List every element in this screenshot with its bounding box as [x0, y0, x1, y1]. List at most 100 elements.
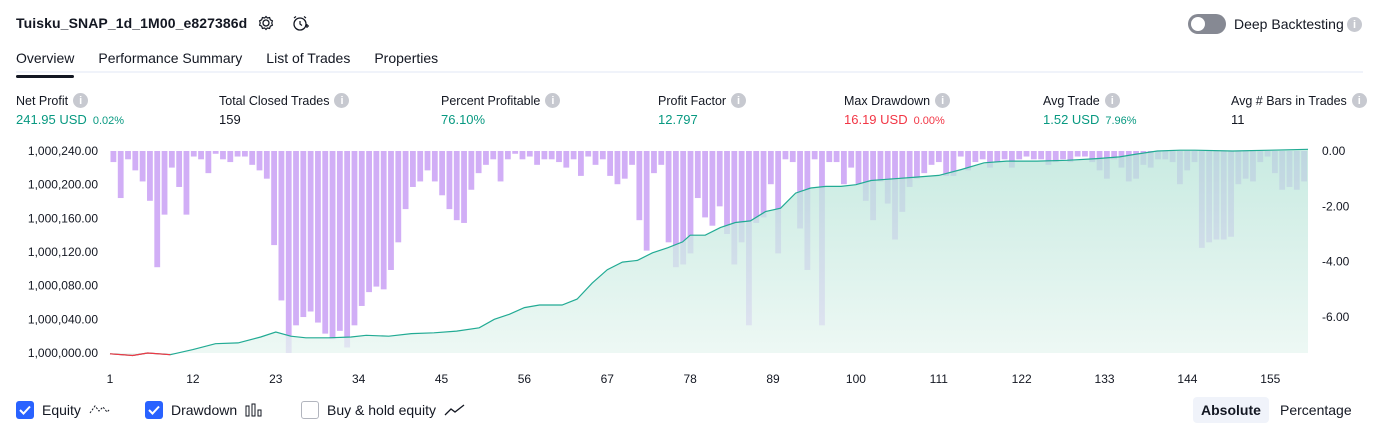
left-axis-label: 1,000,080.00 — [28, 279, 98, 293]
drawdown-bar — [541, 151, 548, 160]
drawdown-bar — [563, 151, 570, 168]
drawdown-bar — [1074, 151, 1081, 157]
add-alert-clock-icon[interactable] — [289, 12, 311, 34]
drawdown-bar — [797, 151, 803, 229]
drawdown-bar — [220, 151, 226, 160]
drawdown-bar — [497, 151, 504, 182]
drawdown-bar — [607, 151, 614, 176]
legend-buy-hold[interactable]: Buy & hold equity — [301, 401, 466, 419]
drawdown-bar — [410, 151, 416, 187]
drawdown-bars-icon — [245, 403, 262, 417]
drawdown-bar — [1023, 151, 1030, 157]
drawdown-bar — [461, 151, 467, 223]
tab-list-of-trades[interactable]: List of Trades — [266, 50, 351, 66]
avg-bars-value: 11 — [1231, 112, 1245, 127]
drawdown-bar — [775, 151, 782, 254]
deep-backtesting-toggle[interactable] — [1188, 14, 1226, 34]
stat-profit-factor: Profit Factor i 12.797 — [658, 93, 747, 127]
percent-profitable-value: 76.10% — [441, 112, 486, 127]
legend-drawdown[interactable]: Drawdown — [145, 401, 265, 419]
left-axis-label: 1,000,240.00 — [28, 144, 98, 158]
drawdown-legend-label: Drawdown — [171, 402, 238, 418]
buy-hold-checkbox[interactable] — [301, 401, 319, 419]
drawdown-bar — [1030, 151, 1037, 160]
buy-hold-legend-label: Buy & hold equity — [327, 402, 436, 418]
x-axis-label: 23 — [269, 372, 283, 386]
drawdown-bar — [439, 151, 446, 196]
strategy-title: Tuisku_SNAP_1d_1M00_e827386d — [16, 15, 248, 31]
drawdown-bar — [592, 151, 599, 165]
drawdown-bar — [811, 151, 818, 160]
avg-bars-help-icon[interactable]: i — [1351, 93, 1367, 108]
profit-factor-help-icon[interactable]: i — [731, 93, 747, 108]
drawdown-bar — [687, 151, 694, 254]
drawdown-bar — [198, 151, 204, 160]
tab-performance-summary[interactable]: Performance Summary — [98, 50, 243, 66]
drawdown-bar — [161, 151, 168, 215]
drawdown-bar — [855, 151, 862, 185]
drawdown-bar — [826, 151, 833, 163]
drawdown-bar — [585, 151, 592, 157]
max-drawdown-value: 16.19 USD — [844, 112, 908, 127]
drawdown-bar — [147, 151, 153, 201]
absolute-scale-button[interactable]: Absolute — [1193, 397, 1269, 423]
total-closed-trades-help-icon[interactable]: i — [334, 93, 350, 108]
drawdown-bar — [665, 151, 672, 243]
drawdown-bar — [643, 151, 650, 251]
drawdown-bar — [972, 151, 979, 163]
x-axis-label: 1 — [107, 372, 114, 386]
drawdown-bar — [388, 151, 394, 270]
drawdown-bar — [1016, 151, 1023, 160]
x-axis-label: 67 — [601, 372, 615, 386]
deep-backtesting-help-icon[interactable]: i — [1347, 17, 1362, 32]
drawdown-bar — [117, 151, 124, 199]
equity-checkbox[interactable] — [16, 401, 34, 419]
x-axis-label: 111 — [930, 372, 949, 386]
x-axis-label: 45 — [435, 372, 449, 386]
drawdown-bar — [1111, 151, 1118, 160]
drawdown-bar — [935, 151, 942, 163]
drawdown-bar — [957, 151, 964, 157]
drawdown-bar — [680, 151, 687, 265]
drawdown-bar — [965, 151, 971, 171]
drawdown-bar — [848, 151, 855, 168]
drawdown-bar — [183, 151, 190, 215]
percent-profitable-help-icon[interactable]: i — [545, 93, 561, 108]
drawdown-bar — [234, 151, 241, 157]
max-drawdown-help-icon[interactable]: i — [935, 93, 951, 108]
drawdown-checkbox[interactable] — [145, 401, 163, 419]
drawdown-bar — [366, 151, 372, 293]
drawdown-bar — [176, 151, 183, 187]
drawdown-bar — [402, 151, 409, 210]
net-profit-help-icon[interactable]: i — [73, 93, 89, 108]
drawdown-bar — [315, 151, 321, 323]
avg-trade-value: 1.52 USD — [1043, 112, 1100, 127]
net-profit-label: Net Profit — [16, 93, 69, 108]
tab-properties[interactable]: Properties — [374, 50, 439, 66]
settings-gear-icon[interactable] — [255, 12, 277, 34]
drawdown-bar — [358, 151, 365, 306]
drawdown-bar — [453, 151, 460, 221]
avg-trade-percent: 7.96% — [1105, 115, 1137, 127]
drawdown-bar — [322, 151, 329, 334]
drawdown-bar — [125, 151, 131, 160]
toggle-knob — [1191, 17, 1205, 31]
drawdown-bar — [483, 151, 489, 165]
drawdown-bar — [782, 151, 789, 160]
left-axis-label: 1,000,000.00 — [28, 346, 98, 360]
buy-hold-line-icon — [444, 404, 465, 416]
percentage-scale-button[interactable]: Percentage — [1280, 402, 1352, 418]
drawdown-bar — [921, 151, 928, 174]
drawdown-bar — [490, 151, 497, 160]
stat-avg-trade: Avg Trade i 1.52 USD 7.96% — [1043, 93, 1137, 127]
left-axis-label: 1,000,040.00 — [28, 312, 98, 326]
tab-divider — [16, 71, 1363, 73]
equity-drawdown-chart[interactable]: 1,000,240.00 1,000,200.00 1,000,160.00 1,00… — [0, 140, 1379, 390]
drawdown-bar — [789, 151, 796, 163]
tab-overview[interactable]: Overview — [16, 47, 75, 78]
drawdown-bar — [702, 151, 708, 218]
drawdown-bar — [139, 151, 146, 182]
total-closed-trades-label: Total Closed Trades — [219, 93, 330, 108]
avg-trade-help-icon[interactable]: i — [1104, 93, 1120, 108]
legend-equity[interactable]: Equity — [16, 401, 111, 419]
